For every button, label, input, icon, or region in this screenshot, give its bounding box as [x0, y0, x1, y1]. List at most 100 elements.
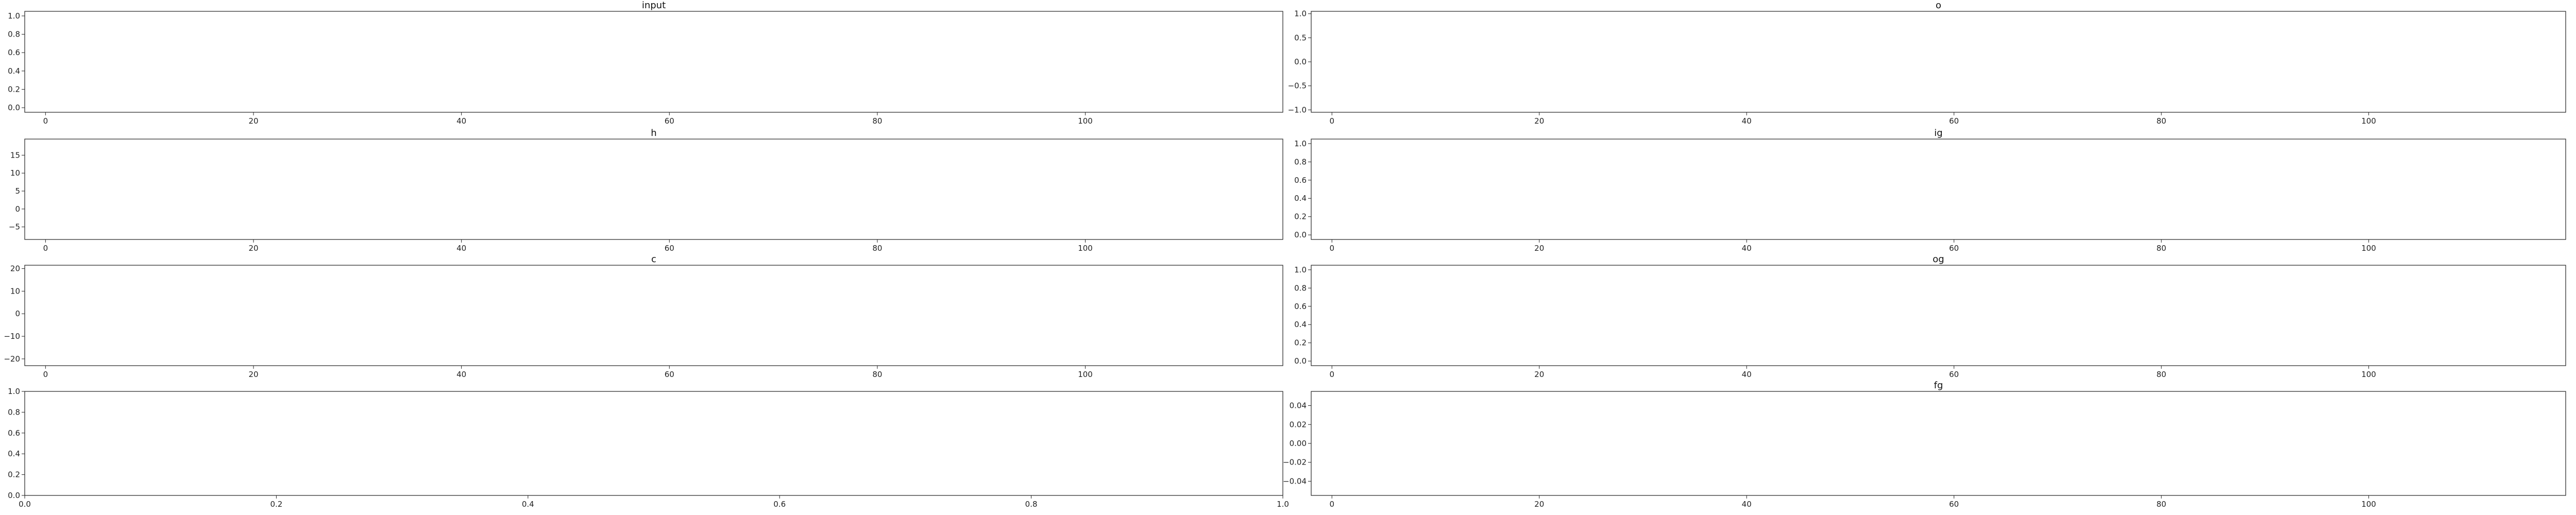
x-tick-label: 100 [1078, 116, 1093, 126]
axes-frame [1311, 11, 2566, 113]
y-tick-label: 0.0 [8, 103, 20, 112]
x-tick-label: 80 [872, 116, 882, 126]
y-tick-label: 15 [10, 150, 20, 160]
x-tick-label: 0.6 [773, 500, 786, 509]
x-tick-label: 0 [43, 370, 48, 379]
y-tick-label: 0.4 [8, 66, 20, 76]
subplot-title: o [1936, 0, 1941, 11]
y-tick-label: 0 [15, 309, 20, 318]
axes-frame [24, 11, 1283, 113]
x-tick-label: 40 [456, 244, 466, 253]
y-tick-label: 0.6 [1294, 302, 1307, 311]
x-tick-label: 0 [1329, 244, 1334, 253]
x-tick-label: 40 [1742, 244, 1752, 253]
x-tick-label: 0.2 [270, 500, 282, 509]
x-tick-label: 40 [1742, 370, 1752, 379]
subplot-title: input [642, 0, 666, 11]
axes-frame [1311, 265, 2566, 366]
y-tick-label: −0.04 [1283, 476, 1307, 486]
y-tick-label: 0 [15, 204, 20, 214]
x-tick-label: 0.8 [1025, 500, 1038, 509]
x-tick-label: 0.4 [522, 500, 534, 509]
subplot-title: ig [1934, 128, 1942, 139]
y-tick-label: −20 [4, 354, 20, 364]
y-tick-label: 0.4 [1294, 194, 1307, 203]
axes-frame [1311, 139, 2566, 240]
x-tick-label: 80 [2157, 244, 2166, 253]
x-tick-label: 100 [1078, 370, 1093, 379]
x-tick-label: 40 [1742, 116, 1752, 126]
y-tick-label: 5 [15, 186, 20, 196]
x-tick-label: 40 [1742, 500, 1752, 509]
x-tick-label: 1.0 [1277, 500, 1289, 509]
y-tick-label: 0.6 [8, 48, 20, 57]
y-tick-label: 10 [10, 286, 20, 296]
x-tick-label: 20 [1534, 244, 1544, 253]
subplot-input: 0 20 40 60 80 100 0.0 0.2 0.4 0.6 0.8 1.0 input [8, 0, 1283, 126]
subplot-title: fg [1934, 380, 1943, 391]
x-tick-label: 100 [2361, 370, 2376, 379]
subplot-ig: 0 20 40 60 80 100 0.0 0.2 0.4 0.6 0.8 1.0 ig [1294, 128, 2566, 253]
x-tick-label: 0 [43, 116, 48, 126]
x-tick-label: 100 [2361, 500, 2376, 509]
x-tick-label: 60 [1949, 244, 1959, 253]
y-tick-label: 0.5 [1294, 33, 1307, 42]
x-tick-label: 100 [2361, 116, 2376, 126]
y-tick-label: 0.2 [8, 470, 20, 479]
y-tick-label: 0.0 [1294, 230, 1307, 239]
y-tick-label: 0.8 [1294, 283, 1307, 293]
y-tick-label: 0.4 [1294, 320, 1307, 329]
x-tick-label: 80 [872, 370, 882, 379]
y-tick-label: 0.2 [8, 84, 20, 94]
subplot-fg: 0 20 40 60 80 100 −0.04 −0.02 0.00 0.02 0.04 fg [1283, 380, 2566, 509]
y-tick-label: 0.0 [8, 491, 20, 500]
x-tick-label: 80 [2157, 116, 2166, 126]
y-tick-label: 0.02 [1290, 420, 1307, 429]
subplot-og: 0 20 40 60 80 100 0.0 0.2 0.4 0.6 0.8 1.0 og [1294, 254, 2566, 379]
x-tick-label: 0 [43, 244, 48, 253]
x-tick-label: 20 [1534, 500, 1544, 509]
x-tick-label: 60 [665, 116, 674, 126]
y-tick-label: 1.0 [8, 387, 20, 396]
y-tick-label: −1.0 [1288, 105, 1307, 114]
y-tick-label: 0.00 [1290, 439, 1307, 448]
y-tick-label: 0.04 [1290, 401, 1307, 410]
x-tick-label: 60 [665, 244, 674, 253]
y-tick-label: 20 [10, 264, 20, 273]
y-tick-label: 10 [10, 168, 20, 178]
axes-frame [1311, 391, 2566, 496]
subplot-title: og [1933, 254, 1944, 265]
y-tick-label: 0.0 [1294, 356, 1307, 366]
x-tick-label: 80 [2157, 370, 2166, 379]
x-tick-label: 60 [1949, 116, 1959, 126]
y-tick-label: 1.0 [1294, 9, 1307, 19]
y-tick-label: 1.0 [1294, 265, 1307, 274]
y-tick-label: −5 [9, 222, 20, 232]
y-tick-label: −0.5 [1288, 81, 1307, 91]
subplot-o: 0 20 40 60 80 100 −1.0 −0.5 0.0 0.5 1.0 o [1288, 0, 2566, 126]
y-tick-label: 0.2 [1294, 338, 1307, 348]
x-tick-label: 100 [1078, 244, 1093, 253]
subplot-empty: 0.0 0.2 0.4 0.6 0.8 1.0 0.0 0.2 0.4 0.6 0.8 1.0 [8, 387, 1289, 509]
x-tick-label: 0.0 [19, 500, 31, 509]
x-tick-label: 20 [1534, 116, 1544, 126]
x-tick-label: 20 [248, 116, 258, 126]
subplot-h: 0 20 40 60 80 100 −5 0 5 10 15 h [9, 128, 1283, 253]
x-tick-label: 40 [456, 370, 466, 379]
y-tick-label: −10 [4, 332, 20, 341]
y-tick-label: 0.6 [1294, 176, 1307, 185]
y-tick-label: 0.8 [8, 407, 20, 417]
x-tick-label: 40 [456, 116, 466, 126]
y-tick-label: 0.8 [1294, 157, 1307, 166]
y-tick-label: 0.0 [1294, 57, 1307, 66]
x-tick-label: 100 [2361, 244, 2376, 253]
x-tick-label: 20 [248, 244, 258, 253]
axes-frame [24, 391, 1283, 496]
x-tick-label: 60 [1949, 500, 1959, 509]
subplot-title: c [651, 254, 656, 265]
y-tick-label: 1.0 [8, 11, 20, 21]
y-tick-label: −0.02 [1283, 458, 1307, 467]
x-tick-label: 60 [665, 370, 674, 379]
x-tick-label: 80 [872, 244, 882, 253]
